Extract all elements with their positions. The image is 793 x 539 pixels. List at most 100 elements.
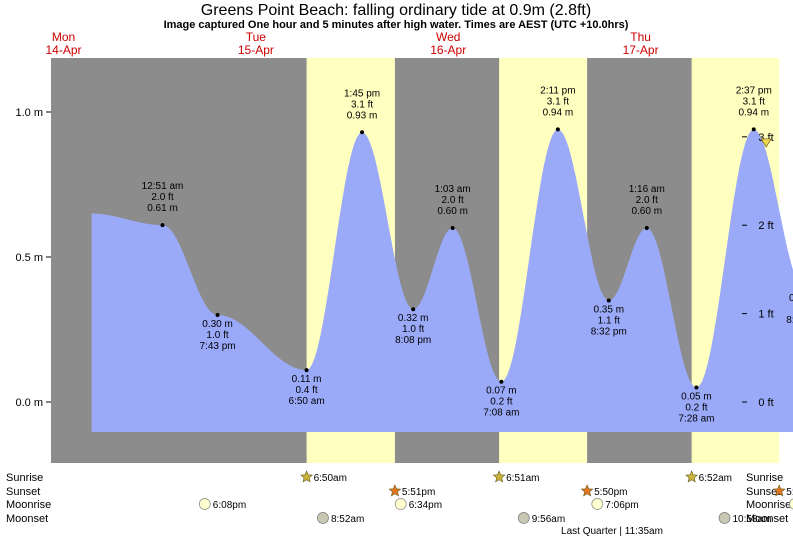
tide-point-label: 7:28 am <box>678 414 714 425</box>
tide-point-label: 1:16 am <box>629 184 665 195</box>
tide-point-label: 0.61 m <box>147 203 178 214</box>
day-of-week-label: Mon <box>52 30 75 44</box>
tide-area <box>91 129 793 432</box>
tide-point <box>694 385 699 390</box>
row-label-right-moonset: Moonset <box>746 513 788 525</box>
tide-point-label: 0.05 m <box>681 392 712 403</box>
y-tick-label-m: 1.0 m <box>15 107 43 119</box>
sunset-icon <box>772 484 786 497</box>
day-date-label: 15-Apr <box>238 43 274 57</box>
tide-point-label: 8:08 pm <box>395 335 431 346</box>
current-tide-marker <box>760 138 772 148</box>
tide-point-label: 7:43 pm <box>199 341 235 352</box>
tide-point-label: 0.39 m <box>789 293 793 304</box>
tide-area-path <box>91 129 793 432</box>
moonset-icon <box>718 512 731 524</box>
sunrise-icon <box>492 470 506 483</box>
moonset-time: 10:58am <box>733 514 772 525</box>
tide-point <box>644 226 649 230</box>
sunrise-icon <box>300 470 314 483</box>
tide-point-label: 2:11 pm <box>540 85 575 96</box>
tide-point-label: 0.2 ft <box>685 403 707 414</box>
tide-point-label: 0.94 m <box>738 107 769 118</box>
tide-point-label: 1:03 am <box>435 184 471 195</box>
tide-point-label: 2:37 pm <box>736 85 772 96</box>
y-tick-label-ft: 2 ft <box>758 220 773 232</box>
row-label-sunset: Sunset <box>6 486 40 498</box>
sunset-time: 5:51pm <box>402 487 435 498</box>
sunrise-time: 6:50am <box>314 473 347 484</box>
axes: 0.0 m0.5 m1.0 m0 ft1 ft2 ft3 ft <box>15 107 773 409</box>
tide-point <box>499 379 504 384</box>
row-label-right-moonrise: Moonrise <box>746 499 791 511</box>
sunrise-icon <box>685 470 699 483</box>
tide-point <box>411 307 416 312</box>
moonrise-icon <box>198 498 211 510</box>
moon-phase-label: Last Quarter | 11:35am <box>561 526 663 537</box>
tide-point-label: 0.35 m <box>593 305 624 316</box>
moonrise-icon <box>591 498 604 510</box>
chart-title: Greens Point Beach: falling ordinary tid… <box>201 2 591 19</box>
chart-subtitle: Image captured One hour and 5 minutes af… <box>164 19 629 31</box>
row-label-moonrise: Moonrise <box>6 499 51 511</box>
day-of-week-label: Tue <box>246 30 267 44</box>
tide-point-label: 0.4 ft <box>295 385 317 396</box>
y-tick-label-m: 0.0 m <box>15 397 43 409</box>
tide-point-label: 0.32 m <box>398 313 429 324</box>
y-tick-label-ft: 1 ft <box>758 309 773 321</box>
day-date-label: 14-Apr <box>45 43 81 57</box>
tide-point-label: 0.11 m <box>292 374 322 385</box>
tide-point-label: 8:32 pm <box>591 327 627 338</box>
tide-point-label: 3.1 ft <box>351 99 373 110</box>
tide-point-label: 0.07 m <box>486 386 517 397</box>
row-label-sunrise: Sunrise <box>6 472 43 484</box>
tide-point-label: 7:08 am <box>483 408 519 419</box>
row-label-right-sunset: Sunset <box>746 486 780 498</box>
tide-point-label: 1:45 pm <box>344 88 380 99</box>
tide-extrema: 12:51 am2.0 ft0.61 m0.30 m1.0 ft7:43 pm0… <box>142 85 793 425</box>
day-of-week-label: Thu <box>630 30 651 44</box>
moonrise-icon <box>789 498 793 510</box>
day-date-label: 17-Apr <box>623 43 659 57</box>
tide-point-label: 8:56 pm <box>786 315 793 326</box>
tide-point-label: 12:51 am <box>142 181 184 192</box>
tide-point-label: 0.2 ft <box>490 397 512 408</box>
tide-point-label: 2.0 ft <box>636 195 658 206</box>
tide-point-label: 1.1 ft <box>598 316 620 327</box>
sunset-icon <box>388 484 402 497</box>
day-labels: Mon14-AprTue15-AprWed16-AprThu17-AprFri1… <box>45 30 659 57</box>
tide-point-label: 0.93 m <box>347 110 378 121</box>
tide-point-label: 3.1 ft <box>743 96 765 107</box>
moonrise-time: 6:34pm <box>409 500 442 511</box>
tide-point <box>160 223 165 228</box>
tide-point-label: 0.60 m <box>437 206 468 217</box>
sunrise-time: 6:51am <box>506 473 539 484</box>
tide-point-label: 0.60 m <box>631 206 662 217</box>
moonset-icon <box>317 512 329 524</box>
tide-point-label: 2.0 ft <box>442 195 464 206</box>
moonset-icon <box>517 512 530 524</box>
tide-point-label: 3.1 ft <box>547 96 569 107</box>
tide-point-label: 2.0 ft <box>151 192 173 203</box>
sunset-time: 5:48pm <box>786 487 793 498</box>
tide-point <box>450 226 455 230</box>
day-of-week-label: Wed <box>436 30 460 44</box>
y-tick-label-m: 0.5 m <box>15 252 43 264</box>
tide-point <box>360 130 365 135</box>
tide-point-label: 0.30 m <box>202 319 233 330</box>
sunset-time: 5:50pm <box>594 487 627 498</box>
moonrise-icon <box>394 498 407 510</box>
tide-point-label: 1.0 ft <box>402 324 424 335</box>
moonset-time: 9:56am <box>532 514 565 525</box>
sunrise-time: 6:52am <box>699 473 732 484</box>
y-tick-label-ft: 0 ft <box>758 397 773 409</box>
tide-point-label: 0.94 m <box>543 107 574 118</box>
tide-point <box>555 127 560 132</box>
row-label-moonset: Moonset <box>6 513 48 525</box>
moonrise-time: 7:06pm <box>605 500 638 511</box>
moonset-time: 8:52am <box>331 514 364 525</box>
sunset-icon <box>580 484 594 497</box>
moonrise-time: 6:08pm <box>213 500 246 511</box>
